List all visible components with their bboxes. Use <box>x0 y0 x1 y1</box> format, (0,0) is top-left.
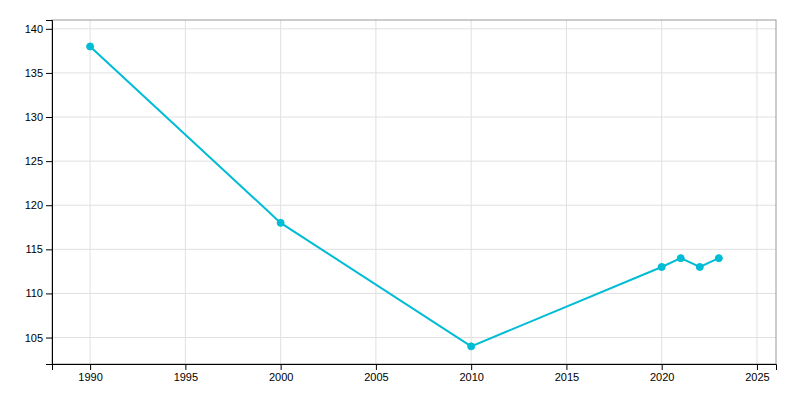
x-grid-line <box>280 20 281 364</box>
x-tick-label: 2005 <box>364 371 388 383</box>
x-tick-mark <box>376 364 377 370</box>
x-tick-mark <box>185 364 186 370</box>
y-tick: 105 <box>25 332 52 344</box>
x-tick-mark <box>90 364 91 370</box>
x-tick: 1990 <box>78 364 102 383</box>
y-tick: 140 <box>25 23 52 35</box>
y-tick: 130 <box>25 111 52 123</box>
x-tick: 2010 <box>459 364 483 383</box>
x-tick: 2005 <box>364 364 388 383</box>
marker <box>677 255 684 262</box>
marks <box>87 43 723 350</box>
x-tick-label: 2000 <box>269 371 293 383</box>
y-tick: 125 <box>25 155 52 167</box>
x-tick-label: 2010 <box>459 371 483 383</box>
x-grid-line <box>185 20 186 364</box>
y-grid-line <box>52 161 776 162</box>
x-tick-label: 2025 <box>745 371 769 383</box>
y-tick-mark <box>46 29 52 30</box>
line <box>90 46 719 346</box>
y-grid-line <box>52 205 776 206</box>
x-tick-mark <box>281 364 282 370</box>
x-grid-line <box>471 20 472 364</box>
y-tick-label: 140 <box>25 23 43 35</box>
x-tick: 1995 <box>174 364 198 383</box>
marker <box>277 219 284 226</box>
x-grid-line <box>566 20 567 364</box>
x-tick-mark <box>757 364 758 370</box>
x-tick-label: 2020 <box>650 371 674 383</box>
x-axis-line <box>53 365 777 371</box>
x-grid-line <box>661 20 662 364</box>
marker <box>658 263 665 270</box>
x-tick-mark <box>471 364 472 370</box>
x-grid-line <box>756 20 757 364</box>
y-axis-line <box>46 21 53 365</box>
plot-area: 1990 1995 2000 2005 2010 2015 2020 2025 105 110 11… <box>25 20 777 383</box>
x-grid-line <box>90 20 91 364</box>
y-axis: 105 110 115 120 125 130 135 140 <box>25 21 53 365</box>
y-tick-mark <box>46 205 52 206</box>
y-grid-line <box>52 117 776 118</box>
chart-svg: 1990 1995 2000 2005 2010 2015 2020 2025 105 110 11… <box>0 0 800 400</box>
x-tick-label: 2015 <box>555 371 579 383</box>
y-tick-label: 120 <box>25 199 43 211</box>
marker <box>468 343 475 350</box>
y-tick-label: 130 <box>25 111 43 123</box>
x-tick: 2020 <box>650 364 674 383</box>
x-tick-label: 1995 <box>174 371 198 383</box>
y-tick: 115 <box>25 243 52 255</box>
x-tick-label: 1990 <box>78 371 102 383</box>
y-tick-mark <box>46 117 52 118</box>
x-grid-line <box>375 20 376 364</box>
y-tick-label: 105 <box>25 332 43 344</box>
x-tick: 2000 <box>269 364 293 383</box>
grid <box>52 20 776 364</box>
y-tick-label: 125 <box>25 155 43 167</box>
y-tick: 110 <box>25 287 52 299</box>
x-tick-mark <box>662 364 663 370</box>
y-tick-mark <box>46 249 52 250</box>
y-grid-line <box>52 28 776 29</box>
marker <box>696 263 703 270</box>
x-tick: 2015 <box>555 364 579 383</box>
y-tick: 135 <box>25 67 52 79</box>
y-grid-line <box>52 72 776 73</box>
marker <box>715 255 722 262</box>
y-tick-label: 110 <box>25 287 43 299</box>
y-grid-line <box>52 249 776 250</box>
x-axis: 1990 1995 2000 2005 2010 2015 2020 2025 <box>53 364 777 383</box>
x-tick: 2025 <box>745 364 769 383</box>
y-tick-label: 115 <box>25 243 43 255</box>
marker <box>87 43 94 50</box>
y-tick-mark <box>46 293 52 294</box>
y-tick-mark <box>46 73 52 74</box>
y-tick: 120 <box>25 199 52 211</box>
y-grid-line <box>52 337 776 338</box>
y-grid-line <box>52 293 776 294</box>
y-tick-mark <box>46 338 52 339</box>
y-tick-label: 135 <box>25 67 43 79</box>
chart-container: 1990 1995 2000 2005 2010 2015 2020 2025 105 110 11… <box>0 0 800 400</box>
x-tick-mark <box>566 364 567 370</box>
y-tick-mark <box>46 161 52 162</box>
plot-frame <box>52 20 776 364</box>
